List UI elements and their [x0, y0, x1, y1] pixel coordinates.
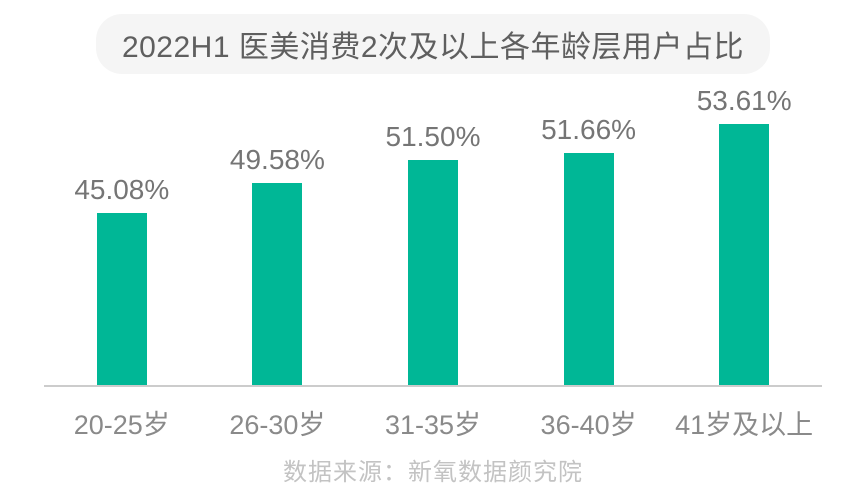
bar-value-label: 51.66%: [541, 114, 637, 145]
x-axis-label: 26-30岁: [229, 410, 326, 440]
chart-title: 2022H1 医美消费2次及以上各年龄层用户占比: [121, 31, 745, 64]
bar-group: 49.58%: [200, 85, 356, 385]
bar-group: 51.66%: [511, 85, 667, 385]
bar: [563, 153, 614, 385]
x-axis-label: 36-40岁: [540, 410, 637, 440]
plot-area: 45.08% 49.58% 51.50% 51.66% 53.61%: [44, 85, 822, 385]
chart-title-pill: 2022H1 医美消费2次及以上各年龄层用户占比: [95, 14, 771, 74]
x-axis-label: 41岁及以上: [675, 410, 814, 440]
bar-value-label: 51.50%: [385, 121, 481, 152]
bar-value-label: 45.08%: [74, 174, 170, 205]
bar-group: 53.61%: [666, 85, 822, 385]
bar: [719, 124, 770, 385]
x-axis-line: [44, 385, 822, 387]
x-axis-labels: 20-25岁 26-30岁 31-35岁 36-40岁 41岁及以上: [44, 403, 822, 442]
x-axis-label: 31-35岁: [384, 410, 482, 440]
bar-value-label: 53.61%: [696, 85, 792, 116]
chart-title-area: 2022H1 医美消费2次及以上各年龄层用户占比: [0, 14, 866, 74]
bar-value-label: 49.58%: [229, 144, 325, 175]
bar: [96, 213, 147, 385]
bar-group: 51.50%: [355, 85, 511, 385]
bar-group: 45.08%: [44, 85, 200, 385]
x-axis-label: 20-25岁: [73, 410, 170, 440]
bar: [252, 183, 303, 385]
bar: [407, 160, 458, 385]
data-source: 数据来源：新氧数据颜究院: [283, 459, 583, 486]
